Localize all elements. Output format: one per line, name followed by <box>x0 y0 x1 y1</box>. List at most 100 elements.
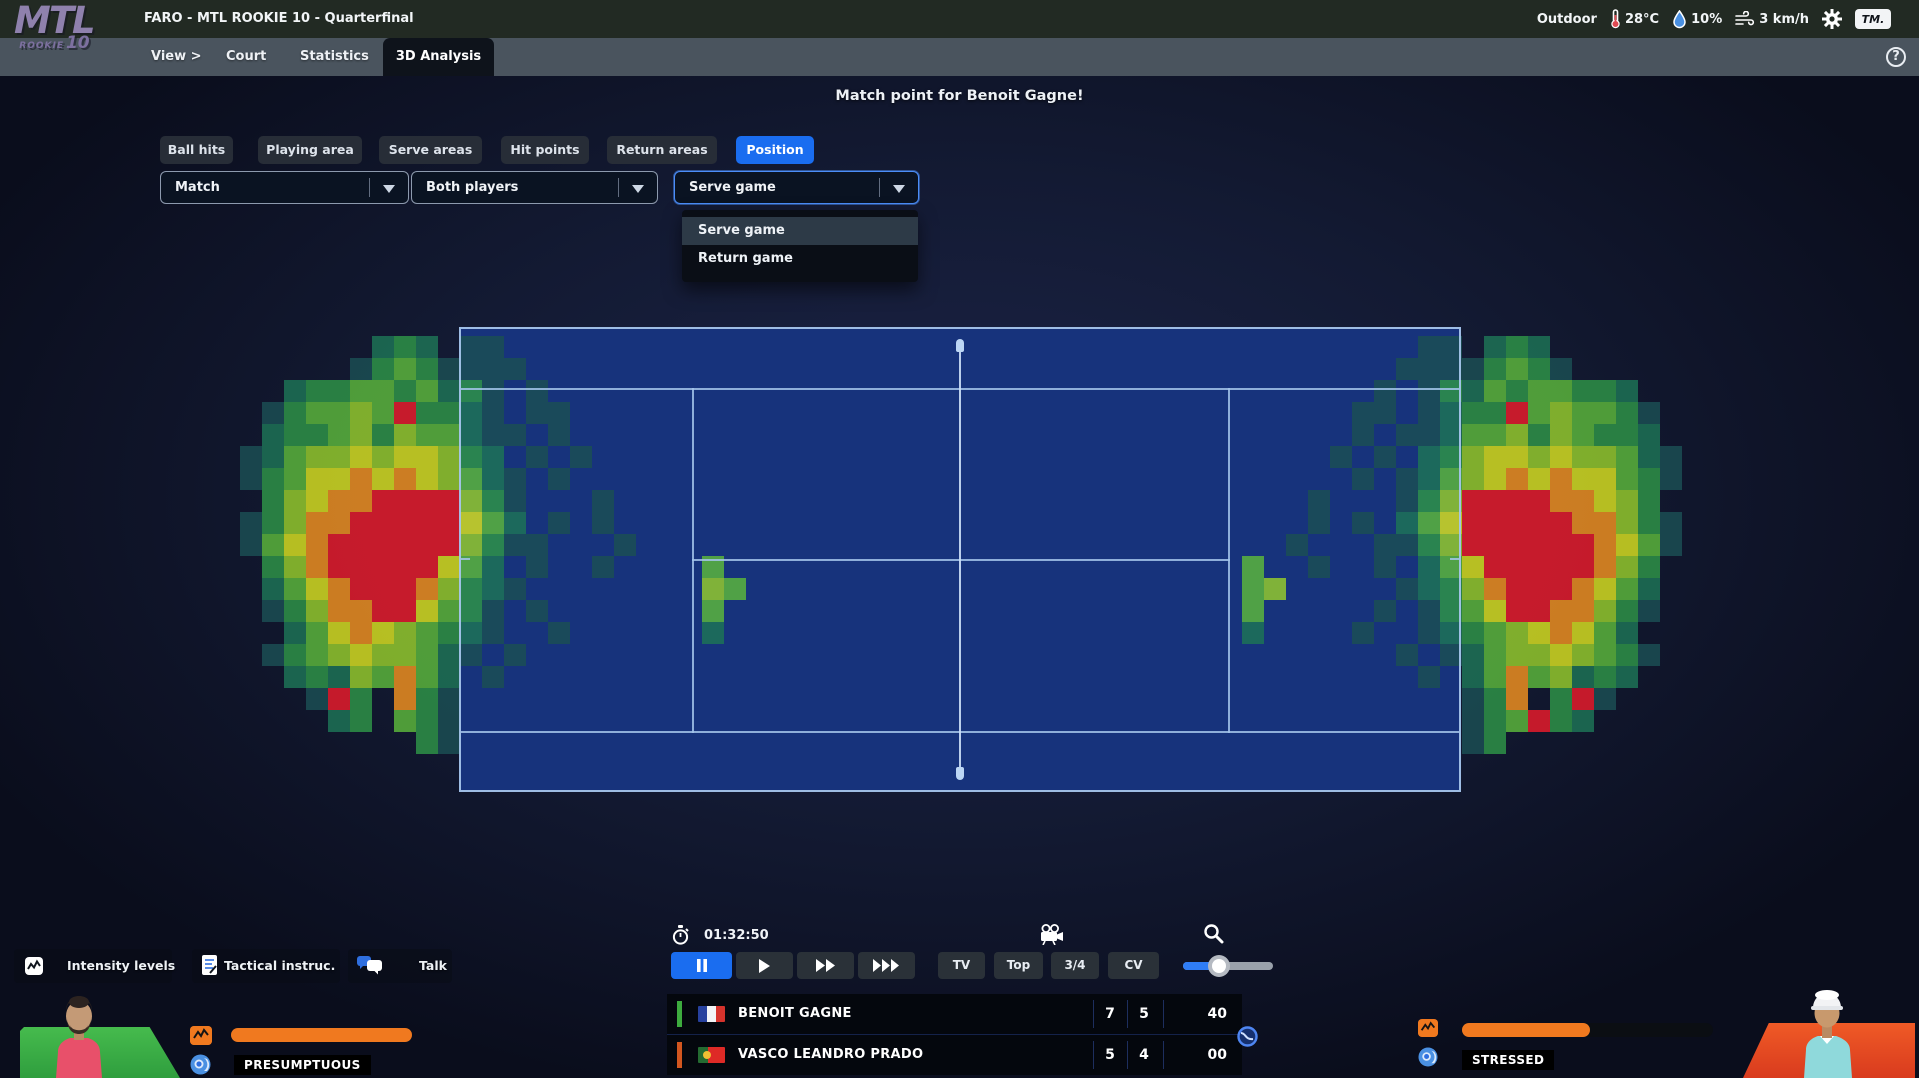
heat-cell <box>1660 512 1682 534</box>
heat-cell <box>614 534 636 556</box>
heat-cell <box>1440 468 1462 490</box>
heat-cell <box>328 688 350 710</box>
heat-cell <box>1616 402 1638 424</box>
pause-button[interactable] <box>671 952 732 979</box>
heat-cell <box>438 578 460 600</box>
heat-cell <box>1528 666 1550 688</box>
nav-view-menu[interactable]: View > <box>151 49 202 64</box>
heat-cell <box>1506 622 1528 644</box>
heat-cell <box>482 446 504 468</box>
player2-set1: 5 <box>1105 1047 1115 1063</box>
heat-cell <box>1440 644 1462 666</box>
dropdown-separator <box>369 178 370 197</box>
heat-cell <box>1396 512 1418 534</box>
heat-cell <box>1352 512 1374 534</box>
nav-tab-statistics[interactable]: Statistics <box>300 49 369 64</box>
player1-avatar[interactable] <box>50 992 108 1078</box>
filter-serve-areas[interactable]: Serve areas <box>379 136 482 164</box>
scope-dropdown[interactable]: Match <box>160 171 409 204</box>
heat-cell <box>262 490 284 512</box>
heat-cell <box>1528 644 1550 666</box>
heat-cell <box>1506 578 1528 600</box>
filter-hit-points[interactable]: Hit points <box>501 136 589 164</box>
game-type-dropdown[interactable]: Serve game <box>674 171 919 204</box>
heat-cell <box>1528 380 1550 402</box>
skip-forward-button[interactable] <box>858 952 915 979</box>
settings-gear-icon[interactable] <box>1822 9 1842 29</box>
heat-cell <box>504 644 526 666</box>
skip-forward-icon <box>873 959 899 972</box>
heat-cell <box>306 512 328 534</box>
camera-view-34[interactable]: 3/4 <box>1051 952 1099 979</box>
nav-tab-court[interactable]: Court <box>226 49 267 64</box>
filter-position[interactable]: Position <box>736 136 814 164</box>
filter-ball-hits[interactable]: Ball hits <box>160 136 233 164</box>
heat-cell <box>328 534 350 556</box>
heat-cell <box>438 556 460 578</box>
heat-cell <box>1484 556 1506 578</box>
heat-cell <box>328 402 350 424</box>
heat-cell <box>1462 424 1484 446</box>
camera-view-cv[interactable]: CV <box>1108 952 1159 979</box>
heat-cell <box>328 622 350 644</box>
game-type-dropdown-value: Serve game <box>689 180 776 195</box>
nav-tab-3d-analysis[interactable]: 3D Analysis <box>383 38 494 76</box>
heat-cell <box>372 490 394 512</box>
help-icon[interactable]: ? <box>1886 47 1906 67</box>
player1-intensity-icon <box>190 1026 212 1045</box>
heat-cell <box>1484 446 1506 468</box>
heat-cell <box>1528 490 1550 512</box>
heat-cell <box>1506 556 1528 578</box>
heat-cell <box>1572 644 1594 666</box>
match-point-banner: Match point for Benoit Gagne! <box>835 88 1084 104</box>
heat-cell <box>372 600 394 622</box>
heat-cell <box>592 512 614 534</box>
heat-cell <box>240 446 262 468</box>
heat-cell <box>1638 556 1660 578</box>
heat-cell <box>526 534 548 556</box>
heat-cell <box>284 446 306 468</box>
heat-cell <box>1638 468 1660 490</box>
filter-playing-area[interactable]: Playing area <box>258 136 362 164</box>
player2-avatar[interactable] <box>1796 986 1858 1078</box>
heat-cell <box>1550 578 1572 600</box>
heat-cell <box>504 358 526 380</box>
heat-cell <box>240 534 262 556</box>
tm-logo-badge[interactable]: TM. <box>1855 9 1891 29</box>
option-serve-game[interactable]: Serve game <box>682 217 918 245</box>
filter-return-areas[interactable]: Return areas <box>607 136 717 164</box>
heat-cell <box>1616 512 1638 534</box>
heat-cell <box>416 732 438 754</box>
top-bar: FARO - MTL ROOKIE 10 - Quarterfinal Outd… <box>0 0 1919 38</box>
zoom-slider-knob[interactable] <box>1208 955 1230 977</box>
heat-cell <box>1506 534 1528 556</box>
heat-cell <box>306 424 328 446</box>
heat-cell <box>1506 358 1528 380</box>
heat-cell <box>1572 556 1594 578</box>
play-button[interactable] <box>736 952 793 979</box>
heat-cell <box>1484 490 1506 512</box>
heat-cell <box>328 556 350 578</box>
heat-cell <box>284 424 306 446</box>
player2-set2: 4 <box>1139 1047 1149 1063</box>
heat-cell <box>1572 512 1594 534</box>
heat-cell <box>1242 556 1264 578</box>
fast-forward-button[interactable] <box>797 952 854 979</box>
heat-cell <box>460 578 482 600</box>
heat-cell <box>372 578 394 600</box>
camera-view-top[interactable]: Top <box>994 952 1043 979</box>
players-dropdown[interactable]: Both players <box>411 171 658 204</box>
player1-set1: 7 <box>1105 1006 1115 1022</box>
camera-view-tv[interactable]: TV <box>938 952 985 979</box>
heat-cell <box>416 424 438 446</box>
heat-cell <box>460 468 482 490</box>
heat-cell <box>1638 534 1660 556</box>
heat-cell <box>350 644 372 666</box>
heat-cell <box>1418 512 1440 534</box>
heat-cell <box>1484 512 1506 534</box>
heat-cell <box>1616 644 1638 666</box>
camera-icon[interactable] <box>1039 924 1066 945</box>
chevron-down-icon <box>893 185 905 193</box>
option-return-game[interactable]: Return game <box>698 251 793 266</box>
heat-cell <box>284 600 306 622</box>
